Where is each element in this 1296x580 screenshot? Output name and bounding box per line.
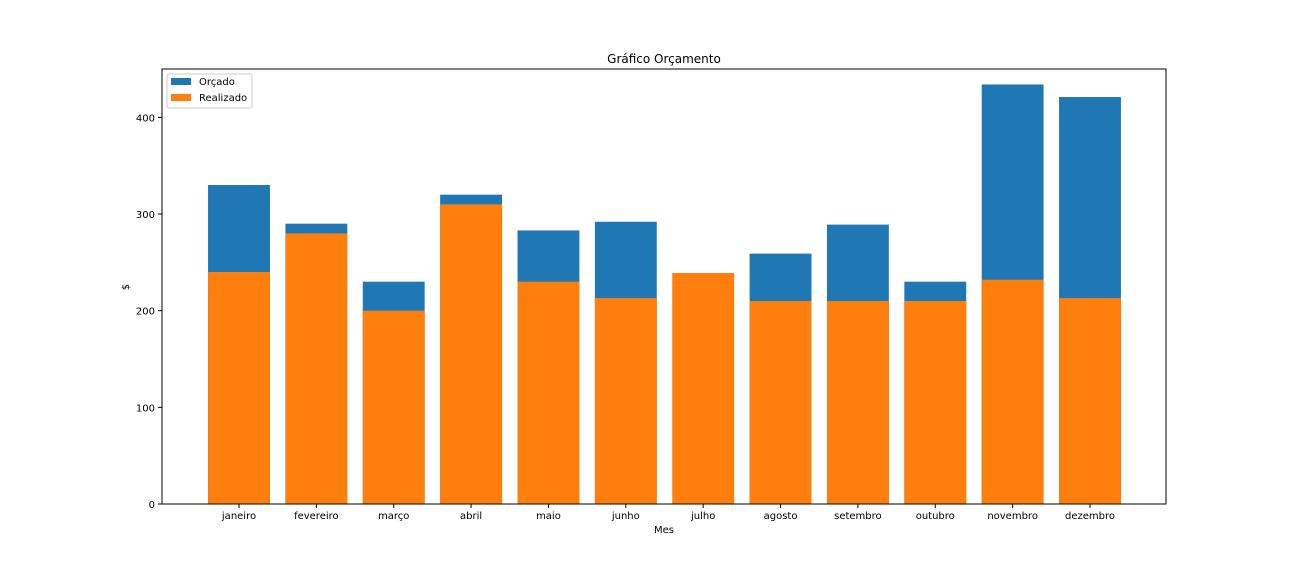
- series-realizado-bars: [208, 204, 1121, 505]
- x-tick-label-agosto: agosto: [764, 511, 798, 522]
- y-tick-label: 400: [136, 113, 155, 124]
- x-axis: janeiro fevereiro março abril maio junho julho…: [221, 504, 1115, 522]
- x-axis-label: Mes: [654, 525, 674, 536]
- x-tick-label-outubro: outubro: [916, 511, 955, 522]
- bar-realizado-janeiro: [208, 272, 270, 504]
- legend-swatch-orcado: [171, 78, 191, 85]
- legend-label-realizado: Realizado: [199, 93, 247, 104]
- bar-realizado-marco: [362, 310, 425, 504]
- plot-frame: [161, 68, 1167, 505]
- bar-realizado-setembro: [826, 301, 889, 504]
- chart-title: Gráfico Orçamento: [607, 52, 721, 66]
- y-axis: 0 100 200 300 400: [136, 113, 162, 511]
- legend-swatch-realizado: [171, 94, 191, 101]
- x-tick-label-maio: maio: [536, 511, 561, 522]
- bar-realizado-junho: [594, 298, 657, 504]
- y-axis-label: $: [121, 284, 132, 290]
- y-tick-label: 100: [136, 403, 155, 414]
- bar-realizado-novembro: [981, 279, 1044, 504]
- bar-realizado-dezembro: [1059, 298, 1121, 504]
- x-tick-label-janeiro: janeiro: [221, 511, 256, 522]
- x-tick-label-setembro: setembro: [834, 511, 882, 522]
- bar-realizado-outubro: [904, 301, 967, 504]
- x-tick-label-dezembro: dezembro: [1065, 511, 1115, 522]
- x-tick-label-fevereiro: fevereiro: [294, 511, 339, 522]
- x-tick-label-julho: julho: [690, 511, 715, 522]
- y-tick-label: 300: [136, 210, 155, 221]
- bar-realizado-abril: [440, 204, 503, 505]
- y-tick-label: 0: [149, 500, 155, 511]
- x-tick-label-junho: junho: [611, 511, 640, 522]
- bar-realizado-julho: [672, 272, 735, 504]
- x-tick-label-novembro: novembro: [987, 511, 1038, 522]
- bar-realizado-agosto: [749, 301, 812, 504]
- bar-realizado-fevereiro: [285, 233, 348, 505]
- x-tick-label-marco: março: [378, 511, 409, 522]
- y-tick-label: 200: [136, 307, 155, 318]
- legend: Orçado Realizado: [166, 73, 253, 109]
- bar-realizado-maio: [517, 281, 580, 504]
- legend-label-orcado: Orçado: [199, 77, 235, 88]
- x-tick-label-abril: abril: [460, 511, 482, 522]
